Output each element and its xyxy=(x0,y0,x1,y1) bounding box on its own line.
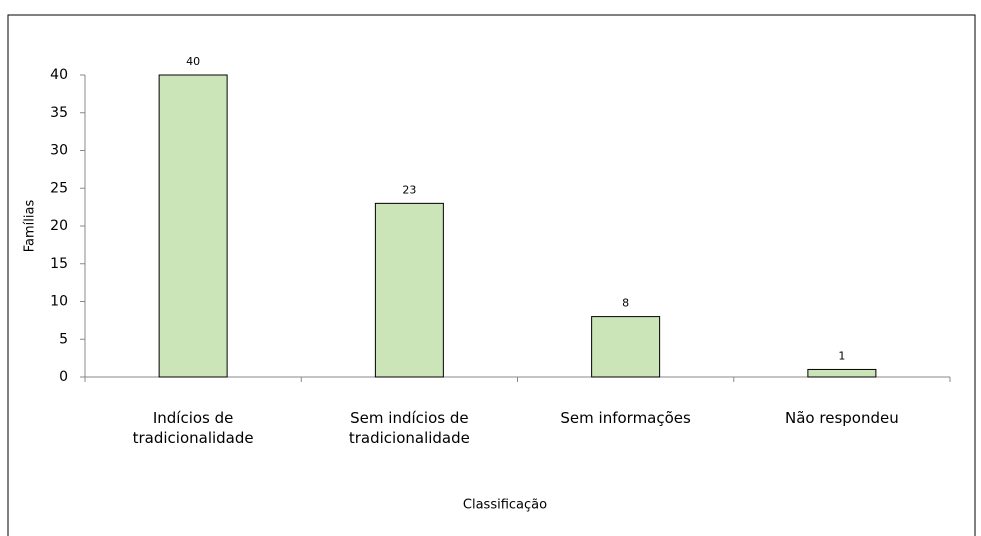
value-label: 8 xyxy=(622,297,629,310)
y-tick-label: 40 xyxy=(50,67,68,83)
bar xyxy=(374,202,444,378)
chart-frame xyxy=(7,14,976,536)
value-label: 40 xyxy=(186,55,200,68)
bar xyxy=(158,74,228,378)
y-axis-title: Famílias xyxy=(23,200,38,253)
y-tick-label: 30 xyxy=(50,143,68,159)
y-tick-label: 0 xyxy=(59,369,68,385)
x-tick-label: Sem informações xyxy=(560,409,691,427)
y-tick-label: 20 xyxy=(50,218,68,234)
value-label: 1 xyxy=(838,349,845,362)
x-axis-title: Classificação xyxy=(463,498,547,513)
y-tick-label: 35 xyxy=(50,105,68,121)
x-tick-label: Não respondeu xyxy=(785,409,899,427)
y-tick-label: 5 xyxy=(59,331,68,347)
x-tick-label: Indícios de tradicionalidade xyxy=(132,409,254,447)
y-tick-label: 10 xyxy=(50,294,68,310)
bar xyxy=(807,368,877,378)
y-tick-label: 25 xyxy=(50,180,68,196)
value-label: 23 xyxy=(402,183,416,196)
x-tick-label: Sem indícios de tradicionalidade xyxy=(348,409,470,447)
y-tick-label: 15 xyxy=(50,256,68,272)
bar xyxy=(591,316,661,378)
